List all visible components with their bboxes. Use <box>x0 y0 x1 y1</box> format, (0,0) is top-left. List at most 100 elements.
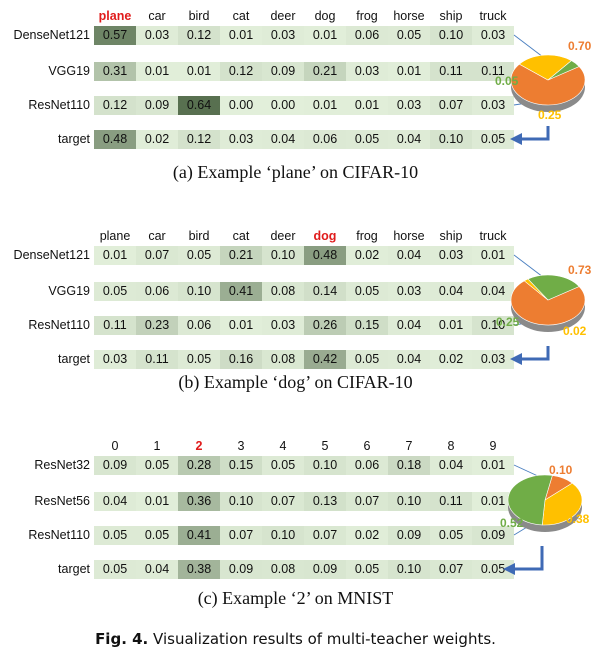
column-header: dog <box>313 229 337 243</box>
heatmap-cell: 0.41 <box>178 526 220 545</box>
heatmap-cell: 0.28 <box>178 456 220 475</box>
column-header: 5 <box>321 439 329 453</box>
heatmap-cell: 0.01 <box>220 316 262 335</box>
column-header: ship <box>439 229 463 243</box>
column-header: bird <box>188 9 210 23</box>
heatmap-cell: 0.10 <box>472 316 514 335</box>
column-header: 2 <box>195 439 203 453</box>
heatmap-cell: 0.48 <box>94 130 136 149</box>
heatmap-cell: 0.13 <box>304 492 346 511</box>
heatmap-cell: 0.05 <box>94 560 136 579</box>
heatmap-cell: 0.02 <box>346 526 388 545</box>
row-label: DenseNet121 <box>13 28 90 42</box>
heatmap-cell: 0.04 <box>430 282 472 301</box>
column-header: frog <box>356 9 378 23</box>
heatmap-cell: 0.05 <box>136 456 178 475</box>
heatmap-cell: 0.10 <box>430 26 472 45</box>
heatmap-cell: 0.02 <box>430 350 472 369</box>
panel-1: plane car bird cat deer dog frog horse ship truck… <box>0 220 591 430</box>
heatmap-cell: 0.03 <box>262 26 304 45</box>
pie-label: 0.10 <box>549 463 573 477</box>
heatmap-cell: 0.09 <box>388 526 430 545</box>
heatmap-cell: 0.03 <box>472 26 514 45</box>
pie-slice <box>510 63 586 106</box>
column-header: 0 <box>111 439 119 453</box>
row-label: ResNet110 <box>28 528 90 542</box>
heatmap-cell: 0.15 <box>346 316 388 335</box>
heatmap-cell: 0.03 <box>94 350 136 369</box>
heatmap-cell: 0.64 <box>178 96 220 115</box>
pie-slice <box>507 474 553 526</box>
heatmap-cell: 0.05 <box>178 350 220 369</box>
heatmap-cell: 0.03 <box>220 130 262 149</box>
subfigure-caption: (a) Example ‘plane’ on CIFAR-10 <box>172 162 419 182</box>
pie-label: 0.52 <box>500 516 524 530</box>
pie-label: 0.70 <box>568 39 591 53</box>
heatmap-cell: 0.04 <box>430 456 472 475</box>
heatmap-cell: 0.06 <box>346 456 388 475</box>
row-label: VGG19 <box>48 284 90 298</box>
arrow-head <box>503 563 515 575</box>
heatmap-cell: 0.05 <box>346 560 388 579</box>
heatmap-cell: 0.11 <box>136 350 178 369</box>
row-label: VGG19 <box>48 64 90 78</box>
heatmap-cell: 0.01 <box>346 96 388 115</box>
heatmap-cell: 0.08 <box>262 560 304 579</box>
heatmap-cell: 0.02 <box>346 246 388 265</box>
column-header: frog <box>356 229 378 243</box>
column-header: 1 <box>153 439 161 453</box>
heatmap-cell: 0.04 <box>388 316 430 335</box>
heatmap-cell: 0.11 <box>430 492 472 511</box>
heatmap-cell: 0.01 <box>430 316 472 335</box>
heatmap-cell: 0.10 <box>262 526 304 545</box>
figure-caption: Fig. 4. Visualization results of multi-t… <box>0 630 591 648</box>
column-header: 6 <box>363 439 371 453</box>
heatmap-cell: 0.18 <box>388 456 430 475</box>
column-header: car <box>148 229 166 243</box>
heatmap-cell: 0.08 <box>262 282 304 301</box>
heatmap-cell: 0.10 <box>304 456 346 475</box>
heatmap-cell: 0.03 <box>430 246 472 265</box>
pie-label: 0.73 <box>568 263 591 277</box>
heatmap-cell: 0.09 <box>472 526 514 545</box>
column-header: cat <box>232 229 250 243</box>
heatmap-cell: 0.38 <box>178 560 220 579</box>
column-header: cat <box>232 9 250 23</box>
heatmap-cell: 0.04 <box>136 560 178 579</box>
heatmap-cell: 0.08 <box>262 350 304 369</box>
column-header: deer <box>270 229 296 243</box>
heatmap-cell: 0.04 <box>388 130 430 149</box>
heatmap-cell: 0.21 <box>220 246 262 265</box>
heatmap-cell: 0.03 <box>472 350 514 369</box>
heatmap-cell: 0.01 <box>220 26 262 45</box>
heatmap-cell: 0.10 <box>262 246 304 265</box>
heatmap-cell: 0.11 <box>94 316 136 335</box>
heatmap-cell: 0.15 <box>220 456 262 475</box>
heatmap-cell: 0.01 <box>472 492 514 511</box>
heatmap-cell: 0.09 <box>94 456 136 475</box>
heatmap-cell: 0.04 <box>262 130 304 149</box>
heatmap-cell: 0.01 <box>472 456 514 475</box>
heatmap-cell: 0.09 <box>220 560 262 579</box>
heatmap-cell: 0.42 <box>304 350 346 369</box>
pie-label: 0.02 <box>563 324 587 338</box>
heatmap-cell: 0.06 <box>304 130 346 149</box>
column-header: deer <box>270 9 296 23</box>
heatmap-cell: 0.00 <box>220 96 262 115</box>
column-header: 8 <box>447 439 455 453</box>
leader-line <box>513 34 544 58</box>
heatmap-cell: 0.12 <box>178 130 220 149</box>
pie-slice <box>510 280 586 326</box>
heatmap-cell: 0.05 <box>178 246 220 265</box>
heatmap-cell: 0.07 <box>220 526 262 545</box>
pie-label: 0.25 <box>496 315 520 329</box>
heatmap-cell: 0.11 <box>472 62 514 81</box>
column-header: plane <box>98 9 132 23</box>
heatmap-cell: 0.03 <box>136 26 178 45</box>
column-header: 3 <box>237 439 245 453</box>
heatmap-cell: 0.07 <box>262 492 304 511</box>
heatmap-cell: 0.06 <box>178 316 220 335</box>
heatmap-cell: 0.12 <box>178 26 220 45</box>
column-header: ship <box>439 9 463 23</box>
